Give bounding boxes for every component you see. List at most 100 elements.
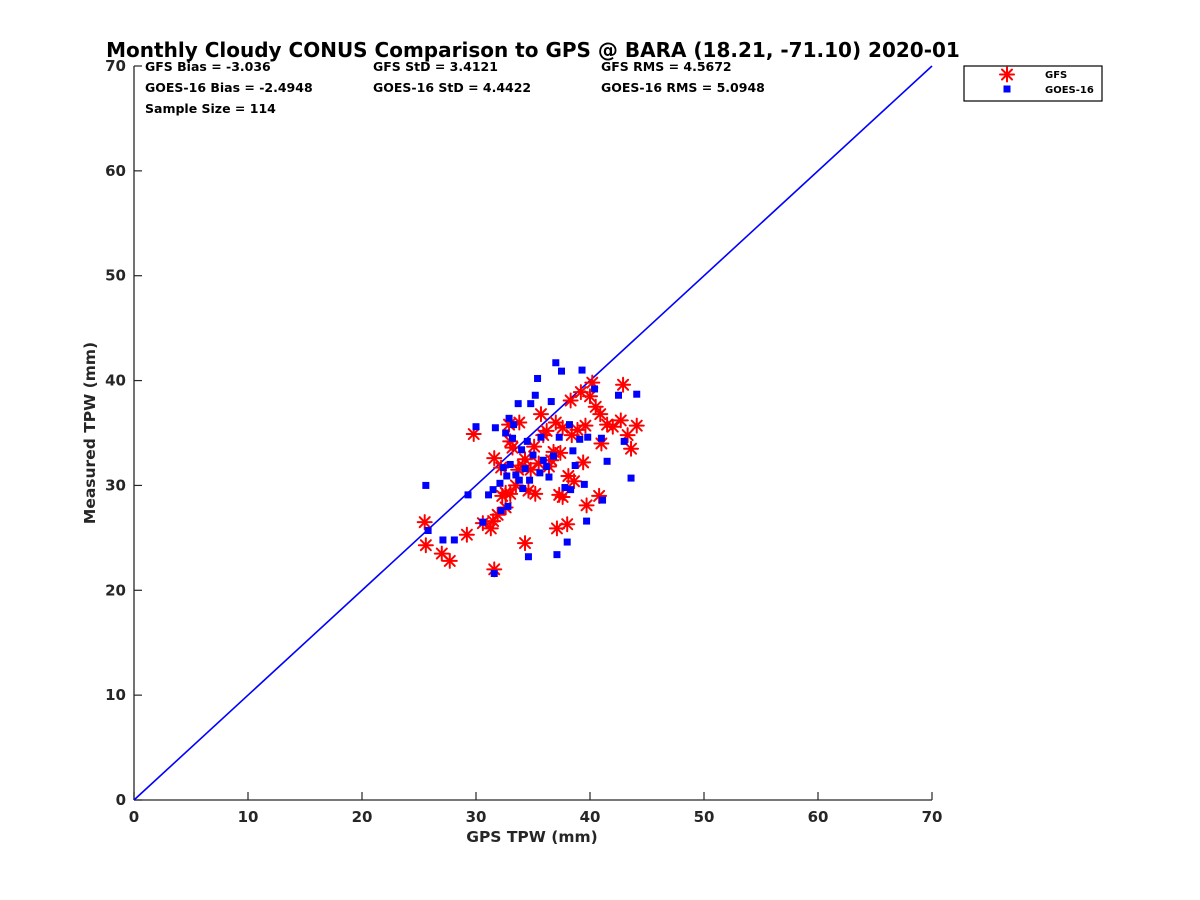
gfs-data-point <box>562 392 579 409</box>
goes-data-point <box>552 359 560 367</box>
goes-data-point <box>450 536 458 544</box>
gfs-rms-stat: GFS RMS = 4.5672 <box>601 59 732 74</box>
goes-data-point <box>504 502 512 510</box>
goes-data-point <box>472 423 480 431</box>
goes-data-point <box>510 421 518 429</box>
goes-data-point <box>524 553 532 561</box>
goes-data-point <box>599 496 607 504</box>
x-axis-label: GPS TPW (mm) <box>466 828 598 846</box>
goes-data-point <box>521 465 529 473</box>
legend-box <box>963 65 1103 102</box>
y-tick-label: 60 <box>105 162 126 180</box>
goes-data-point <box>584 433 592 441</box>
gfs-data-point <box>559 516 576 533</box>
goes-data-point <box>534 374 542 382</box>
y-axis-label: Measured TPW (mm) <box>81 342 99 524</box>
gfs-data-point <box>517 451 534 468</box>
goes-data-point <box>496 479 504 487</box>
goes-data-point <box>539 456 547 464</box>
goes-data-point <box>502 429 510 437</box>
goes-data-point <box>591 385 599 393</box>
goes-data-point <box>571 462 579 470</box>
y-tick-label: 30 <box>105 476 126 494</box>
gfs-bias-stat: GFS Bias = -3.036 <box>145 59 271 74</box>
goes-data-point <box>514 400 522 408</box>
goes-data-point <box>526 476 534 484</box>
goes-data-point <box>536 469 544 477</box>
goes-data-point <box>490 570 498 578</box>
goes-data-point <box>558 367 565 375</box>
gfs-data-point <box>615 376 632 393</box>
goes-data-point <box>527 400 535 408</box>
x-tick-label: 60 <box>808 808 829 826</box>
gfs-data-point <box>623 440 640 457</box>
goes-data-point <box>555 433 563 441</box>
legend-gfs-marker-icon <box>999 66 1015 83</box>
gfs-data-point <box>548 520 565 537</box>
goes-data-point <box>563 538 571 546</box>
goes-data-point <box>537 433 545 441</box>
goes-data-point <box>603 457 611 465</box>
gfs-data-point <box>417 537 434 554</box>
goes-data-point <box>523 437 531 445</box>
goes-std-stat: GOES-16 StD = 4.4422 <box>373 80 531 95</box>
gfs-data-point <box>502 485 519 502</box>
goes-data-point <box>597 434 605 442</box>
gfs-data-point <box>612 412 629 429</box>
goes-data-point <box>627 474 635 482</box>
goes-data-point <box>567 486 575 494</box>
goes-data-point <box>424 527 432 535</box>
goes-data-point <box>519 485 527 493</box>
y-tick-label: 50 <box>105 267 126 285</box>
goes-data-point <box>479 518 487 526</box>
goes-data-point <box>583 517 591 525</box>
goes-data-point <box>422 481 430 489</box>
goes-data-point <box>508 434 516 442</box>
legend-goes-marker-icon <box>1003 85 1011 93</box>
gfs-data-point <box>441 552 458 569</box>
goes-data-point <box>491 424 499 432</box>
x-tick-label: 10 <box>238 808 259 826</box>
goes-data-point <box>531 391 539 399</box>
goes-data-point <box>545 473 553 481</box>
gfs-data-point <box>592 406 609 423</box>
plot-area: 0 10 20 30 40 50 60 70 0 10 20 30 40 50 60 70 <box>105 57 942 826</box>
goes-data-point <box>515 476 523 484</box>
goes-data-point <box>569 447 577 455</box>
gfs-data-point <box>504 439 521 456</box>
gfs-data-point <box>554 488 571 505</box>
goes-data-point <box>553 551 561 559</box>
goes-data-point <box>464 491 472 499</box>
gfs-data-point <box>604 418 621 435</box>
sample-size-stat: Sample Size = 114 <box>145 101 276 116</box>
goes-data-point <box>633 390 641 398</box>
gfs-data-point <box>433 545 450 562</box>
goes-data-point <box>506 460 514 468</box>
gfs-data-point <box>628 417 645 434</box>
goes-data-point <box>529 451 537 459</box>
goes-data-point <box>576 435 584 443</box>
x-tick-label: 40 <box>580 808 601 826</box>
x-tick-label: 0 <box>129 808 139 826</box>
goes-data-point <box>489 486 497 494</box>
y-tick-label: 70 <box>105 57 126 75</box>
goes-data-point <box>550 452 558 460</box>
gfs-data-point <box>582 388 598 405</box>
gfs-data-point <box>532 406 549 423</box>
goes-data-point <box>543 463 551 471</box>
y-tick-label: 20 <box>105 581 126 599</box>
goes-bias-stat: GOES-16 Bias = -2.4948 <box>145 80 313 95</box>
stats-block: GFS Bias = -3.036 GFS StD = 3.4121 GFS R… <box>145 59 765 116</box>
goes-data-point <box>547 398 555 406</box>
legend-goes-label: GOES-16 <box>1045 85 1094 96</box>
x-tick-label: 50 <box>694 808 715 826</box>
gfs-data-point <box>522 461 539 478</box>
legend: GFS GOES-16 <box>963 65 1103 102</box>
goes-data-point <box>561 484 569 492</box>
gfs-data-point <box>566 473 583 490</box>
gfs-data-point <box>517 535 534 552</box>
gfs-data-point <box>416 514 433 531</box>
goes-data-point <box>505 414 513 422</box>
gfs-std-stat: GFS StD = 3.4121 <box>373 59 498 74</box>
